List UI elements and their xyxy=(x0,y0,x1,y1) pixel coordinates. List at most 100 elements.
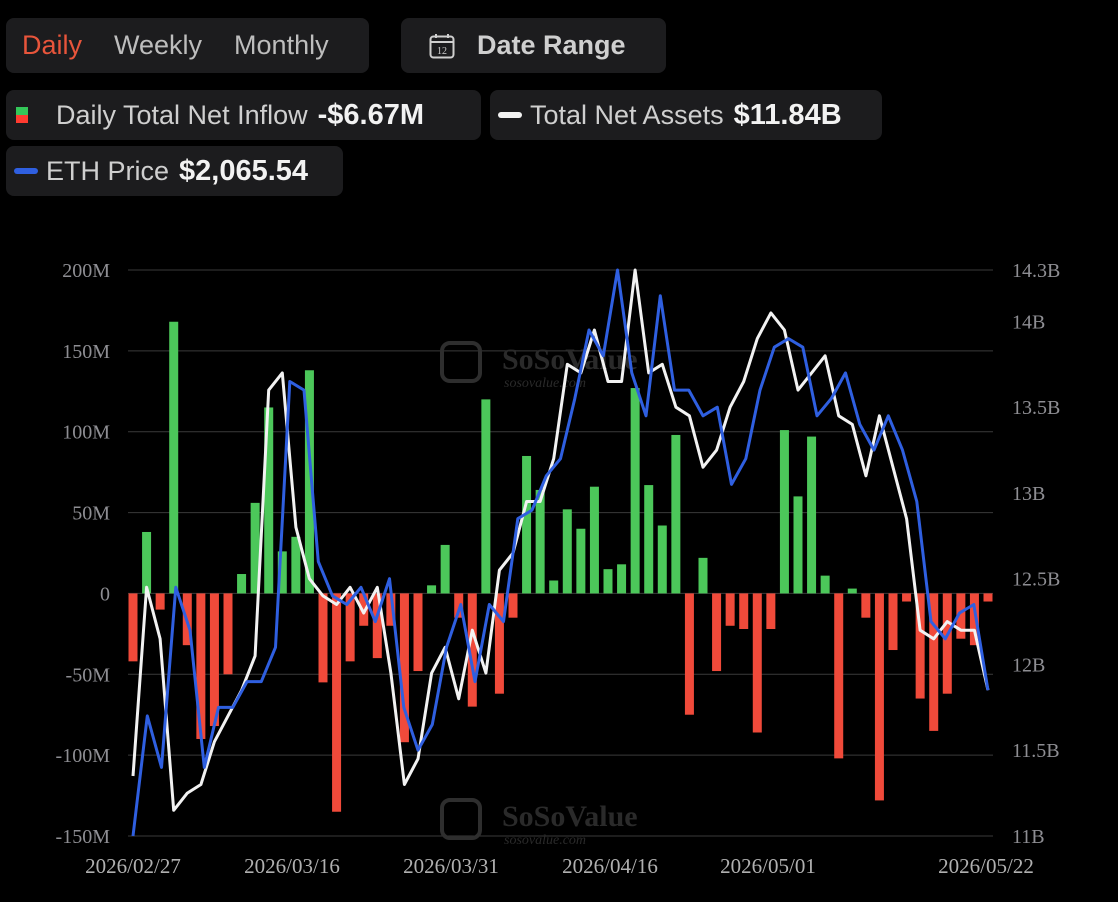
outflow-bar xyxy=(223,593,233,675)
inflow-bar xyxy=(671,434,681,594)
left-axis-tick-label: -50M xyxy=(66,664,111,686)
watermark-brand: SoSoValue xyxy=(502,343,638,376)
outflow-bar xyxy=(766,593,776,630)
outflow-bar xyxy=(209,593,219,727)
inflow-bar xyxy=(807,436,817,594)
inflow-bar xyxy=(847,588,857,594)
outflow-bar xyxy=(915,593,925,699)
right-axis-tick-label: 13B xyxy=(1012,483,1045,505)
inflow-bar xyxy=(779,430,789,594)
outflow-bar xyxy=(739,593,749,630)
outflow-bar xyxy=(318,593,328,683)
inflow-bar xyxy=(440,544,450,594)
calendar-icon-number: 12 xyxy=(437,46,447,57)
date-range-label: Date Range xyxy=(477,30,626,60)
inflow-bar xyxy=(793,496,803,594)
inflow-bar xyxy=(820,575,830,594)
tab-monthly[interactable]: Monthly xyxy=(234,30,329,60)
outflow-bar xyxy=(413,593,423,672)
inflow-bar xyxy=(644,485,654,594)
inflow-bar xyxy=(630,388,640,594)
right-axis-tick-label: 14B xyxy=(1012,311,1045,333)
right-axis-tick-label: 14.3B xyxy=(1012,260,1060,282)
inflow-bar xyxy=(589,486,599,594)
outflow-bar xyxy=(874,593,884,801)
outflow-bar xyxy=(684,593,694,715)
legend-inflow-value: -$6.67M xyxy=(317,98,424,131)
outflow-bar xyxy=(902,593,912,602)
outflow-bar xyxy=(196,593,206,739)
legend-inflow-name: Daily Total Net Inflow xyxy=(56,99,308,130)
blue-line-icon xyxy=(14,168,38,174)
right-axis-tick-label: 11B xyxy=(1012,826,1045,848)
inflow-bar xyxy=(304,370,314,594)
watermark-site: sosovalue.com xyxy=(504,376,586,391)
right-axis-tick-label: 12.5B xyxy=(1012,569,1060,591)
x-axis-tick-label: 2026/04/16 xyxy=(562,854,658,878)
inflow-bar xyxy=(657,525,667,594)
outflow-bar xyxy=(508,593,518,618)
outflow-bar xyxy=(834,593,844,759)
date-range-button[interactable]: 12 Date Range xyxy=(401,18,666,73)
right-axis-tick-label: 12B xyxy=(1012,654,1045,676)
inflow-bar xyxy=(576,528,586,594)
tab-daily[interactable]: Daily xyxy=(22,30,83,60)
x-axis-tick-label: 2026/02/27 xyxy=(85,854,181,878)
outflow-bar xyxy=(942,593,952,694)
outflow-bar xyxy=(888,593,898,651)
outflow-bar xyxy=(712,593,722,672)
outflow-bar xyxy=(454,593,464,618)
left-axis-tick-label: 50M xyxy=(72,503,110,525)
x-axis-tick-label: 2026/05/01 xyxy=(720,854,816,878)
inflow-bar xyxy=(277,551,287,594)
legend-price-value: $2,065.54 xyxy=(179,154,309,187)
outflow-bar xyxy=(725,593,735,626)
inflow-bar xyxy=(427,585,437,594)
outflow-bar xyxy=(399,593,409,743)
watermark-logo-icon xyxy=(440,798,482,840)
outflow-bar xyxy=(752,593,762,733)
watermark-site: sosovalue.com xyxy=(504,833,586,848)
inflow-bar xyxy=(617,564,627,594)
total-net-assets-line xyxy=(131,268,990,812)
inflow-bar xyxy=(535,489,545,594)
x-axis-tick-label: 2026/03/16 xyxy=(244,854,340,878)
legend-inflow[interactable]: Daily Total Net Inflow -$6.67M xyxy=(6,90,481,140)
legend-price[interactable]: ETH Price $2,065.54 xyxy=(6,146,343,196)
outflow-bar xyxy=(969,593,979,646)
tab-weekly[interactable]: Weekly xyxy=(114,30,203,60)
white-line-icon xyxy=(498,112,522,118)
right-axis-tick-label: 13.5B xyxy=(1012,397,1060,419)
inflow-bar xyxy=(562,509,572,594)
inflow-bar xyxy=(264,407,274,594)
inflow-bar xyxy=(237,574,247,594)
outflow-bar xyxy=(386,593,396,626)
outflow-bar xyxy=(494,593,504,694)
outflow-bar xyxy=(929,593,939,731)
inflow-bar xyxy=(522,455,532,594)
outflow-bar xyxy=(128,593,138,662)
inflow-bar xyxy=(549,580,559,594)
watermark-logo-icon xyxy=(440,341,482,383)
left-axis-tick-label: 200M xyxy=(62,260,110,282)
inflow-bar xyxy=(169,321,179,594)
eth-price-line xyxy=(131,268,990,837)
inflow-bar xyxy=(481,399,491,594)
outflow-bar xyxy=(359,593,369,626)
outflow-bar xyxy=(332,593,342,812)
right-axis-tick-label: 11.5B xyxy=(1012,740,1060,762)
left-axis-tick-label: 150M xyxy=(62,341,110,363)
outflow-bar xyxy=(467,593,477,707)
left-axis-tick-label: 100M xyxy=(62,422,110,444)
x-axis-tick-label: 2026/05/22 xyxy=(938,854,1034,878)
outflow-bar xyxy=(372,593,382,659)
left-axis-tick-label: -150M xyxy=(56,826,111,848)
legend-assets[interactable]: Total Net Assets $11.84B xyxy=(490,90,882,140)
inflow-bar xyxy=(603,569,613,594)
inflow-bar xyxy=(250,502,260,594)
inflow-bar xyxy=(142,531,152,594)
left-axis-tick-label: 0 xyxy=(100,583,110,605)
outflow-bar xyxy=(861,593,871,618)
legend-assets-value: $11.84B xyxy=(733,98,842,131)
